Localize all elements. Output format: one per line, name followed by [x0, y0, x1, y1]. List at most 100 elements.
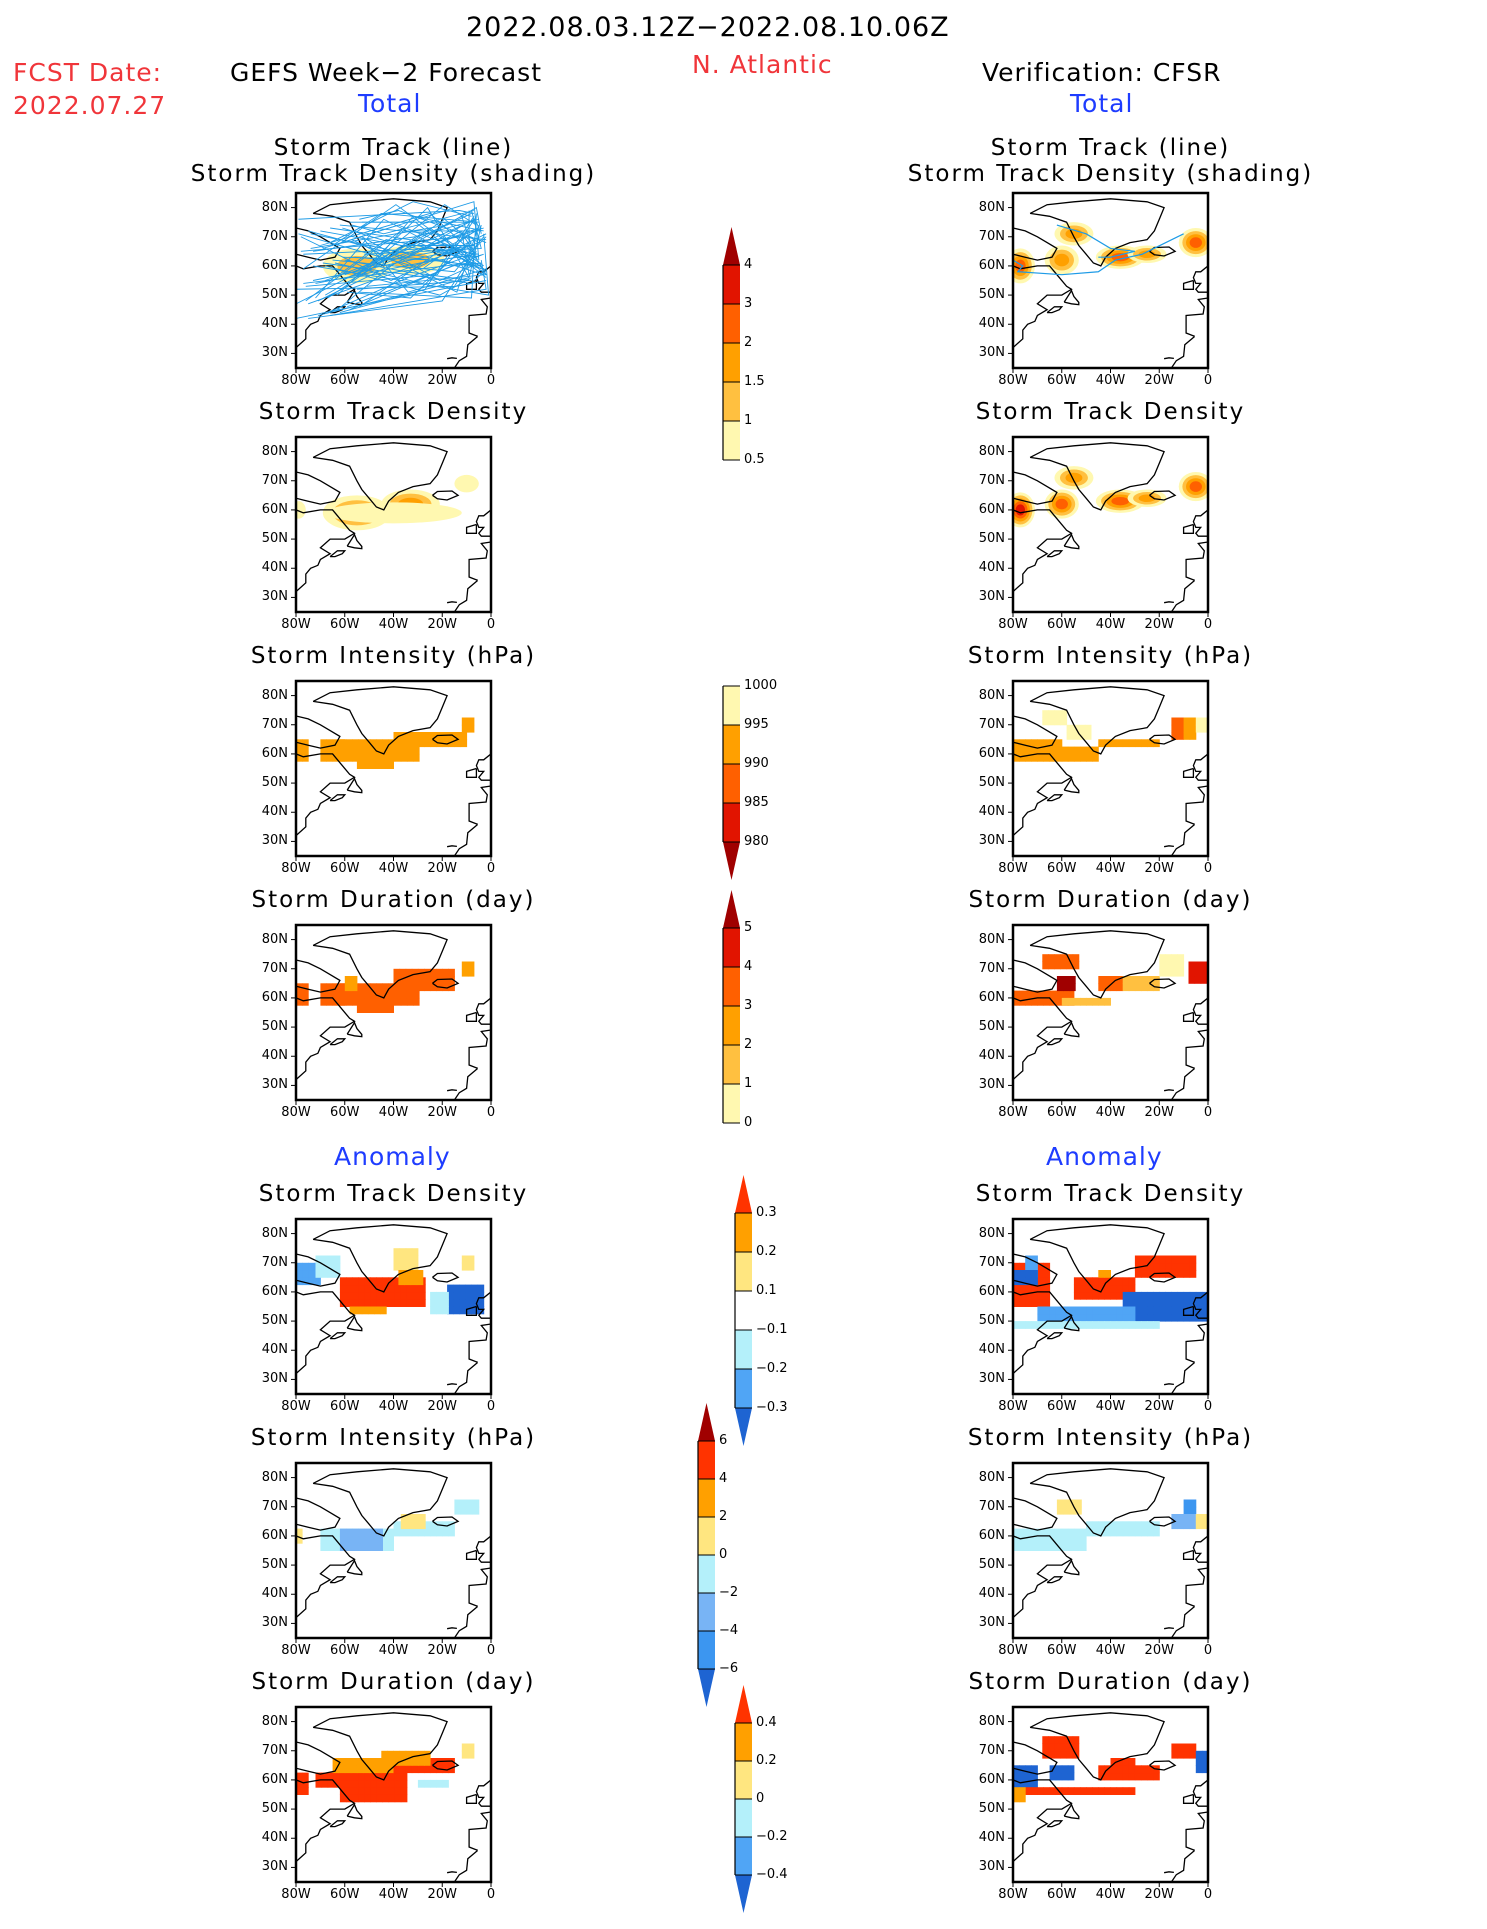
grid-cell [399, 1528, 407, 1537]
grid-cell [370, 1291, 377, 1300]
grid-cell [352, 990, 359, 999]
panel-title: Storm Duration (day) [251, 1669, 536, 1695]
coastline [1163, 1383, 1174, 1386]
coastline [296, 1535, 356, 1619]
lat-tick-label: 50N [261, 1313, 288, 1329]
grid-cell [1122, 1277, 1130, 1286]
grid-cell [364, 1277, 371, 1286]
grid-cell [381, 1765, 388, 1774]
grid-cell [1067, 997, 1075, 1006]
grid-cell [1189, 732, 1197, 740]
grid-cell [448, 1765, 455, 1774]
grid-cell [406, 1514, 414, 1522]
lat-tick-label: 40N [978, 1586, 1005, 1602]
left-map-duration-anom [291, 1705, 493, 1887]
lat-tick-label: 50N [978, 1801, 1005, 1817]
grid-cell [1189, 1313, 1197, 1322]
storm-track-line [359, 213, 477, 299]
panel-title: Storm Intensity (hPa) [967, 1425, 1254, 1451]
lat-tick-label: 70N [261, 472, 288, 488]
lat-tick-label: 60N [978, 501, 1005, 517]
colorbar-label: 0.5 [744, 452, 765, 467]
grid-cell [1073, 997, 1081, 1006]
grid-cell [1067, 990, 1075, 999]
grid-cell [1025, 1270, 1032, 1278]
coastline [329, 1332, 347, 1340]
grid-cell [413, 753, 420, 762]
colorbar-segment [723, 1006, 740, 1046]
grid-cell [1177, 1521, 1185, 1530]
grid-cell [358, 746, 365, 755]
left-anomaly-label: Anomaly [334, 1142, 451, 1171]
grid-cell [1072, 1743, 1080, 1752]
grid-cell [1098, 997, 1105, 1006]
grid-cell [1104, 1291, 1111, 1300]
grid-cell [471, 1284, 479, 1293]
grid-cell [1116, 1306, 1124, 1315]
grid-cell [1080, 1306, 1087, 1315]
lon-tick-label: 60W [330, 373, 360, 388]
grid-cell [332, 990, 340, 999]
grid-cell [1195, 1758, 1203, 1766]
lat-tick-label: 80N [978, 1225, 1005, 1241]
grid-cell [1019, 1794, 1026, 1803]
grid-cell [1159, 954, 1166, 962]
grid-cell [1141, 1291, 1148, 1300]
grid-cell [1147, 1262, 1154, 1271]
grid-cell [363, 1758, 370, 1766]
coastline [468, 785, 491, 825]
grid-cell [358, 1794, 365, 1803]
grid-cell [1159, 1313, 1166, 1322]
grid-cell [1060, 961, 1068, 970]
right-map-track-density [1008, 435, 1210, 617]
grid-cell [374, 1306, 381, 1315]
grid-cell [1141, 1255, 1148, 1264]
grid-cell [1063, 1499, 1070, 1508]
grid-cell [346, 1291, 353, 1300]
coastline [1149, 246, 1177, 257]
grid-cell [1080, 1321, 1087, 1329]
grid-cell [369, 1005, 376, 1013]
left-map-track-density-lines [291, 191, 493, 373]
right-map-intensity-anom [1008, 1461, 1210, 1643]
grid-cell [1043, 1321, 1051, 1329]
grid-cell [405, 1262, 413, 1271]
grid-cell [1153, 1255, 1160, 1264]
grid-cell [1104, 1528, 1111, 1537]
grid-cell [406, 990, 414, 999]
grid-cell [358, 1277, 365, 1286]
grid-cell [1201, 724, 1208, 733]
grid-cell [346, 1794, 353, 1803]
grid-cell [339, 1299, 347, 1307]
left-column-title: GEFS Week−2 Forecast [230, 58, 543, 87]
grid-cell [406, 1521, 414, 1530]
grid-cell [1042, 710, 1049, 718]
grid-cell [1177, 1514, 1185, 1522]
grid-cell [296, 753, 303, 762]
grid-cell [369, 1765, 376, 1774]
grid-cell [1025, 1262, 1032, 1271]
grid-cell [1098, 976, 1105, 984]
grid-cell [1092, 1284, 1099, 1293]
grid-cell [1019, 997, 1026, 1006]
grid-cell [1092, 1291, 1099, 1300]
lon-tick-label: 60W [330, 1399, 360, 1414]
grid-cell [1110, 976, 1118, 984]
colorbar-segment [698, 1555, 715, 1594]
grid-cell [352, 1528, 359, 1537]
coastline [1170, 1068, 1196, 1100]
lon-tick-label: 20W [1144, 1643, 1174, 1658]
storm-track-line [332, 212, 479, 246]
lon-tick-label: 20W [427, 1643, 457, 1658]
grid-cell [1134, 1270, 1142, 1278]
panel-title: Storm Intensity (hPa) [250, 1425, 537, 1451]
grid-cell [1092, 1313, 1099, 1322]
grid-cell [1078, 724, 1086, 733]
grid-cell [346, 1543, 353, 1551]
grid-cell [1043, 753, 1051, 762]
lon-tick-label: 40W [1095, 1643, 1126, 1658]
lat-tick-label: 80N [978, 687, 1005, 703]
grid-cell [358, 1284, 365, 1293]
grid-cell [394, 1787, 402, 1795]
grid-cell [1141, 1306, 1148, 1315]
